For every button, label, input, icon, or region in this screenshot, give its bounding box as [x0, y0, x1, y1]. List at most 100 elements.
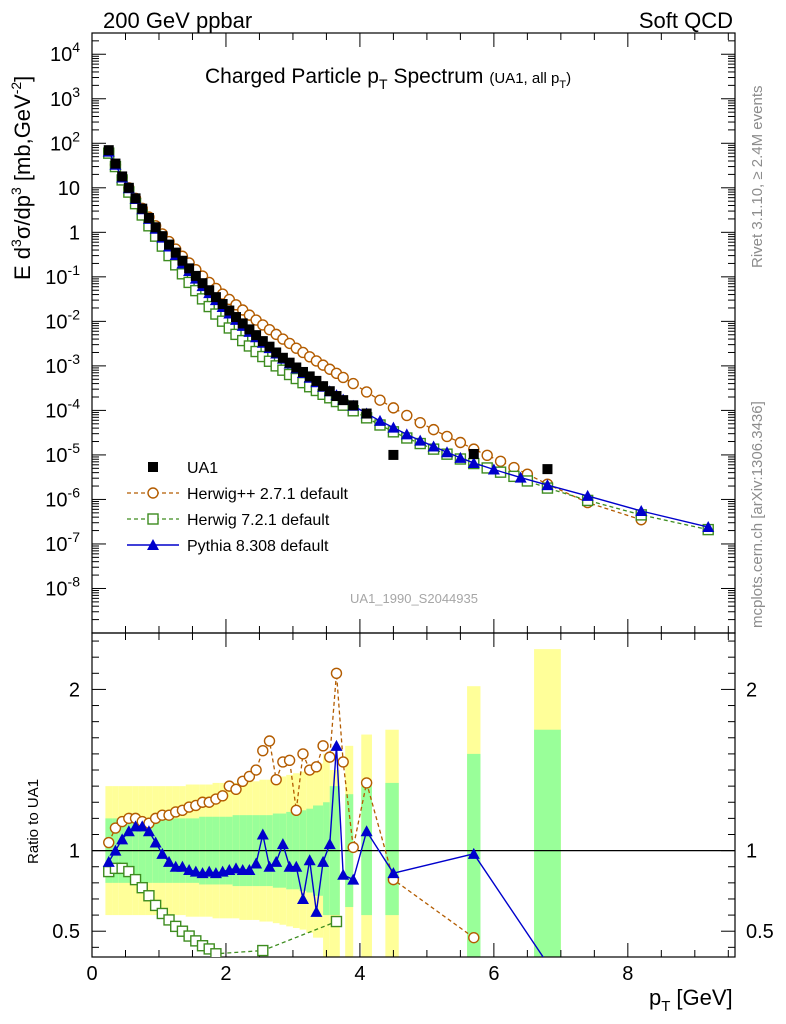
main-point-ua1	[190, 270, 201, 281]
ratio-point-pythia-8-308-default	[337, 868, 350, 880]
ratio-point-pythia-8-308-default	[183, 863, 196, 875]
main-point-herwig-7-2-1-default	[203, 300, 215, 313]
ratio-point-pythia-8-308-default	[102, 855, 115, 867]
main-ytick-label: 10	[58, 178, 80, 200]
legend-marker	[147, 539, 159, 550]
main-point-ua1	[257, 336, 268, 347]
ratio-point-pythia-8-308-default	[203, 865, 216, 877]
legend-label: UA1	[187, 460, 218, 477]
legend-marker	[147, 487, 159, 499]
ratio-series	[102, 667, 544, 957]
ratio-point-herwig-2-7-1-default	[347, 841, 359, 854]
ratio-frame	[91, 632, 736, 958]
ratio-point-pythia-8-308-default	[323, 838, 336, 850]
ratio-point-pythia-8-308-default	[467, 847, 480, 859]
ratio-point-pythia-8-308-default	[360, 825, 373, 837]
main-ytick-label: 103	[50, 84, 80, 111]
main-point-ua1	[338, 395, 349, 406]
main-point-ua1	[237, 318, 248, 329]
main-point-ua1	[348, 400, 359, 411]
main-series-ua1	[103, 145, 553, 475]
ratio-point-herwig-2-7-1-default	[324, 751, 336, 763]
ratio-point-herwig-2-7-1-default	[283, 754, 296, 767]
main-point-ua1	[210, 292, 221, 303]
ratio-point-pythia-8-308-default	[142, 825, 155, 837]
ratio-point-pythia-8-308-default	[176, 860, 189, 872]
ratio-point-pythia-8-308-default	[116, 833, 129, 845]
ratio-point-herwig-2-7-1-default	[330, 667, 343, 679]
analysis-id: UA1_1990_S2044935	[350, 591, 478, 606]
main-point-herwig-7-2-1-default	[230, 328, 242, 341]
main-point-ua1	[318, 381, 329, 392]
main-point-pythia-8-308-default	[514, 471, 527, 483]
band-green-38	[534, 729, 561, 957]
legend-marker	[148, 462, 158, 472]
main-point-ua1	[468, 448, 479, 459]
ratio-point-herwig-7-2-1-default	[129, 873, 142, 886]
ratio-point-pythia-8-308-default	[136, 820, 149, 832]
ratio-point-pythia-8-308-default	[310, 905, 323, 917]
main-point-ua1	[164, 239, 175, 250]
main-ytick-label: 10-6	[45, 484, 80, 511]
legend: UA1 Herwig++ 2.7.1 default Herwig 7.2.1 de…	[127, 460, 349, 555]
main-point-ua1	[123, 182, 134, 193]
main-point-pythia-8-308-default	[541, 479, 554, 491]
ratio-point-herwig-7-2-1-default	[123, 865, 135, 878]
main-point-pythia-8-308-default	[454, 451, 467, 463]
legend-item-ua1: UA1	[148, 460, 218, 477]
ratio-point-herwig-2-7-1-default	[250, 764, 262, 776]
main-point-herwig-2-7-1-default	[414, 416, 426, 429]
ratio-point-pythia-8-308-default	[263, 860, 276, 872]
main-ytick-label: 10-2	[45, 306, 80, 333]
band-green-36	[385, 782, 399, 916]
main-point-ua1	[291, 362, 302, 373]
main-point-herwig-7-2-1-default	[210, 308, 222, 320]
legend-marker	[147, 513, 159, 525]
main-point-ua1	[197, 278, 208, 289]
rivet-label: Rivet 3.1.10, ≥ 2.4M events	[749, 86, 766, 269]
header-left: 200 GeV ppbar	[103, 8, 252, 33]
main-point-herwig-2-7-1-default	[374, 394, 386, 406]
main-point-ua1	[388, 449, 399, 460]
legend-label: Pythia 8.308 default	[187, 538, 329, 555]
main-point-pythia-8-308-default	[467, 456, 480, 468]
main-point-ua1	[103, 145, 114, 156]
main-ytick-label: 10-5	[45, 440, 80, 467]
main-point-herwig-2-7-1-default	[401, 409, 413, 422]
ratio-series-pythia-8-308-default	[102, 739, 544, 957]
main-point-herwig-2-7-1-default	[347, 377, 359, 390]
header-right: Soft QCD	[639, 8, 733, 33]
main-point-herwig-2-7-1-default	[387, 402, 400, 414]
legend-item-herwig-2-7-1-default: Herwig++ 2.7.1 default	[127, 486, 349, 503]
main-point-ua1	[297, 366, 308, 377]
ratio-point-herwig-2-7-1-default	[468, 931, 480, 944]
main-series	[102, 145, 715, 536]
main-point-ua1	[184, 263, 195, 274]
legend-label: Herwig++ 2.7.1 default	[187, 486, 349, 503]
main-point-pythia-8-308-default	[427, 440, 440, 452]
x-tick-label: 0	[86, 963, 97, 985]
ratio-series-herwig-2-7-1-default	[103, 667, 480, 944]
ratio-point-pythia-8-308-default	[330, 739, 343, 751]
ratio-point-herwig-2-7-1-default	[243, 770, 256, 783]
ratio-point-herwig-2-7-1-default	[263, 735, 276, 747]
main-point-ua1	[177, 255, 188, 266]
legend-item-pythia-8-308-default: Pythia 8.308 default	[127, 538, 329, 555]
main-point-herwig-7-2-1-default	[223, 322, 236, 334]
ratio-point-pythia-8-308-default	[149, 836, 162, 848]
main-ytick-label: 1	[69, 222, 80, 244]
x-tick-label: 8	[622, 963, 633, 985]
ratio-ytick-label-left: 1	[69, 841, 80, 863]
ratio-point-herwig-2-7-1-default	[290, 804, 302, 817]
main-point-ua1	[244, 324, 255, 335]
main-point-pythia-8-308-default	[440, 446, 453, 458]
legend-label: Herwig 7.2.1 default	[187, 512, 330, 529]
ratio-point-herwig-2-7-1-default	[297, 748, 309, 760]
ratio-point-pythia-8-308-default	[250, 857, 263, 869]
main-ytick-label: 104	[50, 39, 80, 66]
main-ytick-label: 10-1	[45, 262, 80, 289]
ratio-series-herwig-7-2-1-default	[103, 862, 343, 957]
main-point-ua1	[251, 330, 262, 341]
chart-title: Charged Particle pT Spectrum (UA1, all pT)	[205, 65, 571, 92]
main-point-herwig-2-7-1-default	[441, 430, 453, 443]
